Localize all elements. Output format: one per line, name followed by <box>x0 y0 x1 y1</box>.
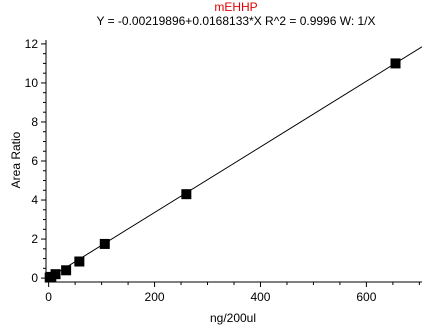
x-axis-label: ng/200ul <box>210 311 256 325</box>
y-tick-label: 6 <box>31 154 38 168</box>
data-point <box>99 238 110 249</box>
x-tick-label: 600 <box>356 290 376 304</box>
y-tick-label: 0 <box>31 271 38 285</box>
y-tick-label: 12 <box>25 37 39 51</box>
plot-area: 0 2 4 6 8 10 12 0 200 400 600 <box>25 37 422 304</box>
data-point <box>390 58 401 69</box>
x-tick-label: 200 <box>145 290 165 304</box>
data-point <box>74 256 85 267</box>
y-tick-label: 2 <box>31 232 38 246</box>
y-tick-label: 4 <box>31 193 38 207</box>
x-tick-label: 0 <box>45 290 52 304</box>
data-point <box>61 265 72 276</box>
data-point <box>50 269 61 280</box>
x-tick-label: 400 <box>250 290 270 304</box>
y-tick-label: 10 <box>25 76 39 90</box>
chart-title: mEHHP <box>214 0 257 14</box>
fit-line <box>48 46 422 279</box>
y-axis-label: Area Ratio <box>9 131 23 188</box>
regression-equation: Y = -0.00219896+0.0168133*X R^2 = 0.9996… <box>96 14 375 28</box>
y-tick-label: 8 <box>31 115 38 129</box>
data-point <box>181 189 192 200</box>
